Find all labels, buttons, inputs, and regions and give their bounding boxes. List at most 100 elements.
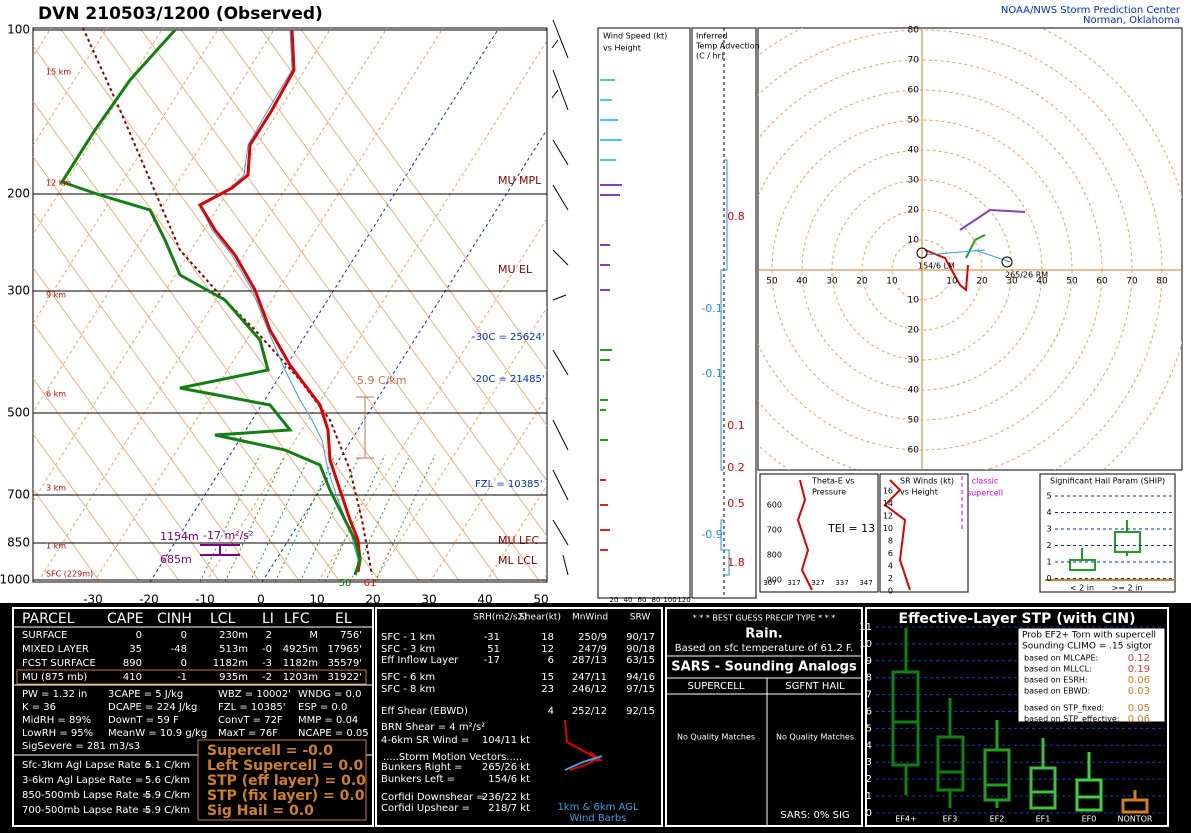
- panel-title: SR Winds (kt): [900, 477, 954, 486]
- prob-value: 0.03: [1128, 686, 1150, 697]
- thermo-cell: 0: [136, 630, 142, 641]
- isotherm: [429, 395, 547, 582]
- kinematic-cell: -17: [484, 655, 500, 666]
- lapse-label: Sfc-3km Agl Lapse Rate =: [22, 760, 152, 771]
- index: ConvT = 72F: [218, 715, 283, 726]
- temp-label: 30: [421, 593, 436, 607]
- hodo-label: 20: [908, 206, 920, 216]
- hodograph-grid: [758, 28, 1182, 470]
- column-header: SRH(m2/s2): [473, 613, 527, 623]
- mixing-ratio: [299, 454, 361, 582]
- tick-label: 20: [610, 596, 619, 604]
- hodo-label: 30: [908, 356, 920, 366]
- thermo-cell: 35579': [327, 658, 362, 669]
- kinematic-cell: Eff Shear (EBWD): [381, 706, 468, 717]
- tick-label: 12: [883, 512, 893, 521]
- mu-highlight: [16, 669, 367, 685]
- thermo-cell: 2: [266, 630, 272, 641]
- wind-speed-bars: [600, 79, 622, 551]
- annotation: 685m: [160, 553, 192, 566]
- tick-label: 100: [663, 596, 676, 604]
- column-header: EL: [335, 611, 352, 627]
- dry-adiabat: [179, 28, 547, 537]
- kinematic-cell: 23: [541, 684, 554, 695]
- index: MMP = 0.04: [298, 715, 358, 726]
- precip-basis: Based on sfc temperature of 61.2 F.: [675, 643, 854, 654]
- kinematic-cell: SFC - 8 km: [381, 684, 435, 695]
- hodo-label: 30: [1006, 277, 1018, 287]
- location: Norman, Oklahoma: [1083, 15, 1180, 26]
- pressure-label: 700: [7, 488, 30, 502]
- composite-index: STP (eff layer) = 0.0: [207, 773, 366, 789]
- sr-wind: 104/11 kt: [482, 735, 530, 746]
- lapse-label: 700-500mb Lapse Rate =: [22, 805, 150, 816]
- storm-label: Corfidi Downshear =: [381, 792, 485, 803]
- storm-title: .....Storm Motion Vectors.....: [383, 752, 522, 763]
- tick-label: 317: [787, 579, 800, 587]
- annotation: ML LCL: [498, 554, 538, 567]
- prob-value: 0.05: [1128, 703, 1150, 714]
- stp-boxes: [891, 628, 1149, 814]
- thermo-cell: 935m: [219, 672, 248, 683]
- kinematic-cell: 4: [548, 706, 554, 717]
- dry-adiabat: [139, 28, 541, 582]
- thermo-cell: M: [309, 630, 318, 641]
- index: 3CAPE = 5 J/kg: [108, 689, 183, 700]
- thermo-cell: 756': [340, 630, 362, 641]
- thermo-cell: MU (875 mb): [22, 672, 87, 683]
- hodo-label: 10: [886, 277, 898, 287]
- tick-label: 347: [859, 579, 872, 587]
- kinematic-cell: 250/9: [578, 632, 607, 643]
- lapse-value: 5.9 C/km: [145, 790, 190, 801]
- advection-value: 0.1: [727, 419, 745, 432]
- annotation: FZL = 10385': [475, 479, 542, 490]
- tick-label: EF1: [1036, 815, 1051, 824]
- pressure-label: 1000: [0, 573, 30, 587]
- brn: BRN Shear = 4 m²/s²: [381, 722, 485, 733]
- skewt-grid: [33, 28, 547, 582]
- kinematic-cell: 18: [541, 632, 554, 643]
- tick-label: 1: [1046, 558, 1051, 567]
- lapse-label: 850-500mb Lapse Rate =: [22, 790, 150, 801]
- annotation: 61: [364, 578, 377, 589]
- dry-adiabat: [33, 211, 301, 582]
- temp-label: 10: [309, 593, 324, 607]
- index: MeanW = 10.9 g/kg: [108, 728, 207, 739]
- mixing-ratio: [274, 454, 336, 582]
- hodo-label: 40: [908, 146, 920, 156]
- thermo-cell: 513m: [219, 644, 248, 655]
- advection-value: -0.9: [701, 528, 722, 541]
- sr-winds-frame: [879, 473, 969, 593]
- tick-label: 3: [866, 757, 872, 768]
- hodo-label: 60: [908, 86, 920, 96]
- panel-title: vs Height: [603, 44, 641, 53]
- lapse-value: 5.1 C/km: [145, 760, 190, 771]
- annotation: -20C = 21485': [472, 374, 545, 385]
- hodo-label: 50: [766, 277, 778, 287]
- hodo-label: 50: [1066, 277, 1078, 287]
- index: WNDG = 0.0: [298, 689, 361, 700]
- temp-label: 40: [477, 593, 492, 607]
- hodo-label: 50: [908, 116, 920, 126]
- tick-label: 60: [638, 596, 647, 604]
- dry-adiabat: [259, 28, 547, 427]
- index: WBZ = 10002': [218, 689, 291, 700]
- kinematic-cell: SFC - 1 km: [381, 632, 435, 643]
- isotherm: [317, 217, 547, 582]
- prob-label: based on MLLCL:: [1024, 665, 1092, 674]
- height-label: 6 km: [46, 390, 66, 399]
- dewpoint-trace: [59, 28, 362, 576]
- hodo-label: 60: [1096, 277, 1108, 287]
- note: supercell: [967, 489, 1003, 498]
- thermo-cell: 35: [129, 644, 142, 655]
- isotherm: [93, 28, 444, 582]
- prob-label: based on STP_fixed:: [1024, 704, 1104, 713]
- tick-label: 14: [883, 499, 893, 508]
- tick-label: 10: [859, 639, 872, 650]
- sars-title: SARS - Sounding Analogs: [671, 660, 857, 675]
- storm-value: 154/6 kt: [488, 774, 530, 785]
- panel-title: Wind Speed (kt): [603, 32, 667, 41]
- tick-label: 700: [767, 526, 782, 535]
- isotherm: [149, 28, 500, 582]
- kinematic-cell: 90/18: [626, 644, 655, 655]
